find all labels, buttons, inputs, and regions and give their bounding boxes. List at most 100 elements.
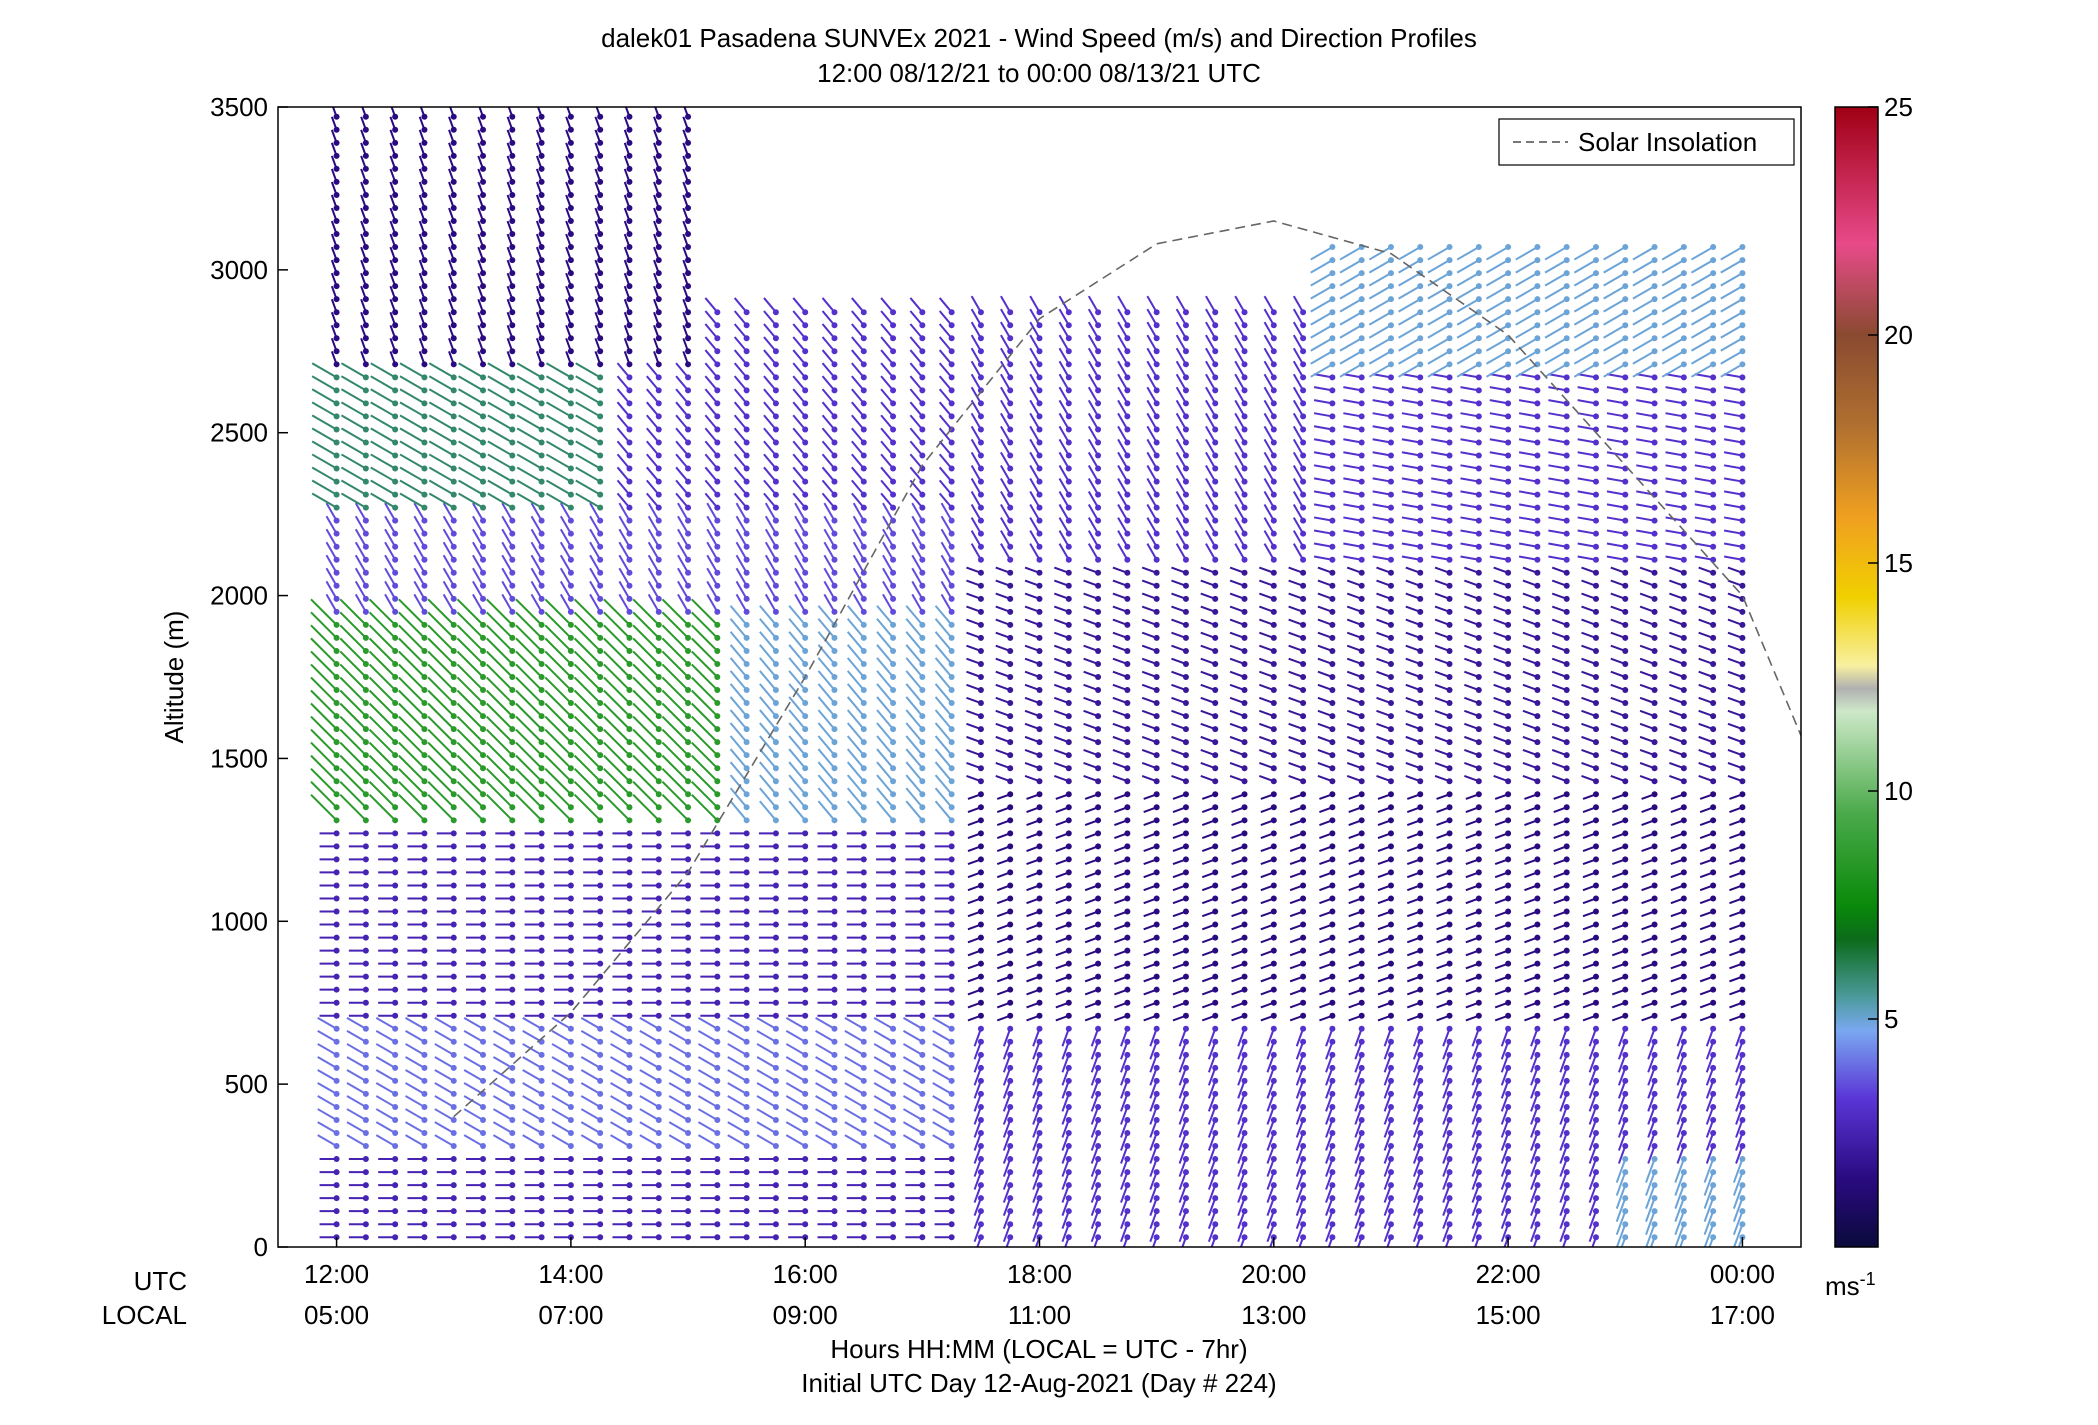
wind-barb-shaft: [458, 427, 484, 444]
wind-barb-dot: [802, 1051, 809, 1058]
wind-barb: [427, 767, 457, 798]
wind-barb: [905, 973, 926, 980]
wind-barb-shaft: [458, 453, 484, 470]
wind-barb-shaft: [522, 1069, 543, 1082]
wind-barb-dot: [362, 934, 369, 941]
wind-barb-dot: [655, 1103, 662, 1110]
wind-barb: [553, 843, 574, 850]
wind-barb: [758, 882, 779, 889]
wind-barb-dot: [802, 374, 809, 381]
wind-barb-dot: [626, 139, 633, 146]
wind-barb-dot: [831, 674, 838, 680]
wind-barb-dot: [362, 322, 369, 329]
wind-barb: [610, 1030, 633, 1045]
wind-barb-shaft: [317, 1056, 338, 1069]
wind-barb-dot: [421, 1025, 428, 1032]
wind-barb-dot: [685, 257, 692, 264]
wind-barb: [463, 1043, 487, 1058]
wind-barb-dot: [714, 947, 721, 954]
wind-barb-shaft: [398, 637, 426, 665]
wind-barb-shaft: [434, 1095, 455, 1108]
wind-barb: [788, 973, 809, 980]
wind-barb: [495, 1182, 516, 1189]
wind-barb-dot: [509, 1130, 516, 1136]
wind-barb-dot: [450, 869, 457, 876]
wind-barb-dot: [392, 1051, 399, 1058]
wind-barb: [727, 1056, 750, 1071]
wind-barb-dot: [538, 244, 545, 251]
wind-barb-dot: [802, 621, 809, 628]
wind-barb: [758, 830, 779, 837]
wind-barb-dot: [362, 491, 369, 498]
wind-barb-dot: [685, 791, 692, 798]
wind-barb: [317, 1056, 340, 1071]
wind-barb-dot: [597, 374, 604, 381]
wind-barb-shaft: [691, 715, 719, 743]
wind-barb-dot: [743, 1130, 750, 1136]
wind-barb-dot: [743, 700, 750, 707]
wind-barb-dot: [333, 726, 340, 733]
wind-barb-dot: [450, 504, 457, 511]
wind-barb-dot: [714, 1090, 721, 1097]
wind-barb-dot: [450, 1051, 457, 1058]
wind-barb-dot: [450, 569, 457, 576]
wind-barb-dot: [509, 634, 516, 641]
wind-barb: [398, 794, 428, 824]
wind-barb: [360, 337, 369, 355]
wind-barb: [641, 960, 662, 967]
wind-barb: [902, 1030, 926, 1045]
wind-barb-dot: [890, 647, 897, 654]
wind-barb: [436, 921, 457, 928]
wind-barb-shaft: [487, 427, 513, 444]
wind-barb-dot: [890, 595, 897, 602]
wind-barb-dot: [362, 335, 369, 342]
wind-barb: [580, 1069, 604, 1084]
wind-barb-dot: [538, 960, 545, 967]
wind-barb-shaft: [339, 754, 367, 782]
wind-barb: [466, 830, 487, 837]
wind-barb-dot: [392, 947, 399, 954]
wind-barb-dot: [831, 1143, 838, 1150]
wind-barb-dot: [655, 543, 662, 550]
wind-barb-dot: [772, 426, 779, 433]
wind-barb-dot: [802, 817, 809, 824]
wind-barb: [477, 168, 487, 185]
wind-barb-dot: [860, 765, 867, 772]
wind-barb: [727, 1043, 750, 1058]
wind-barb-dot: [831, 309, 838, 316]
wind-barb-dot: [831, 791, 838, 798]
wind-barb: [785, 1134, 809, 1150]
wind-barb-dot: [567, 1051, 574, 1058]
wind-barb-dot: [890, 1208, 897, 1215]
wind-barb-dot: [333, 869, 340, 876]
wind-barb-shaft: [427, 702, 455, 730]
wind-barb: [319, 856, 340, 863]
wind-barb: [466, 1156, 487, 1163]
wind-barb-dot: [421, 1182, 428, 1189]
wind-barb-shaft: [691, 767, 719, 795]
wind-barb-dot: [655, 191, 662, 198]
wind-barb-dot: [509, 895, 516, 902]
wind-barb-dot: [362, 387, 369, 394]
wind-barb-dot: [919, 1103, 926, 1110]
wind-barb-dot: [333, 426, 340, 433]
wind-barb-dot: [685, 1116, 692, 1123]
wind-barb-dot: [714, 1221, 721, 1228]
wind-barb: [413, 593, 428, 615]
wind-barb: [785, 1056, 809, 1071]
wind-barb: [456, 741, 487, 772]
wind-barb-dot: [333, 1130, 340, 1136]
wind-barb: [354, 541, 369, 563]
wind-barb-dot: [450, 191, 457, 198]
wind-barb-shaft: [515, 637, 543, 665]
wind-barb: [310, 598, 340, 628]
wind-barb-dot: [333, 1182, 340, 1189]
wind-barb-dot: [421, 856, 428, 863]
wind-barb-dot: [567, 491, 574, 498]
wind-barb-dot: [597, 361, 604, 368]
wind-barb-dot: [480, 817, 487, 824]
wind-barb-dot: [538, 1182, 545, 1189]
wind-barb: [466, 895, 487, 902]
wind-barb: [427, 637, 457, 667]
wind-barb-dot: [450, 726, 457, 733]
